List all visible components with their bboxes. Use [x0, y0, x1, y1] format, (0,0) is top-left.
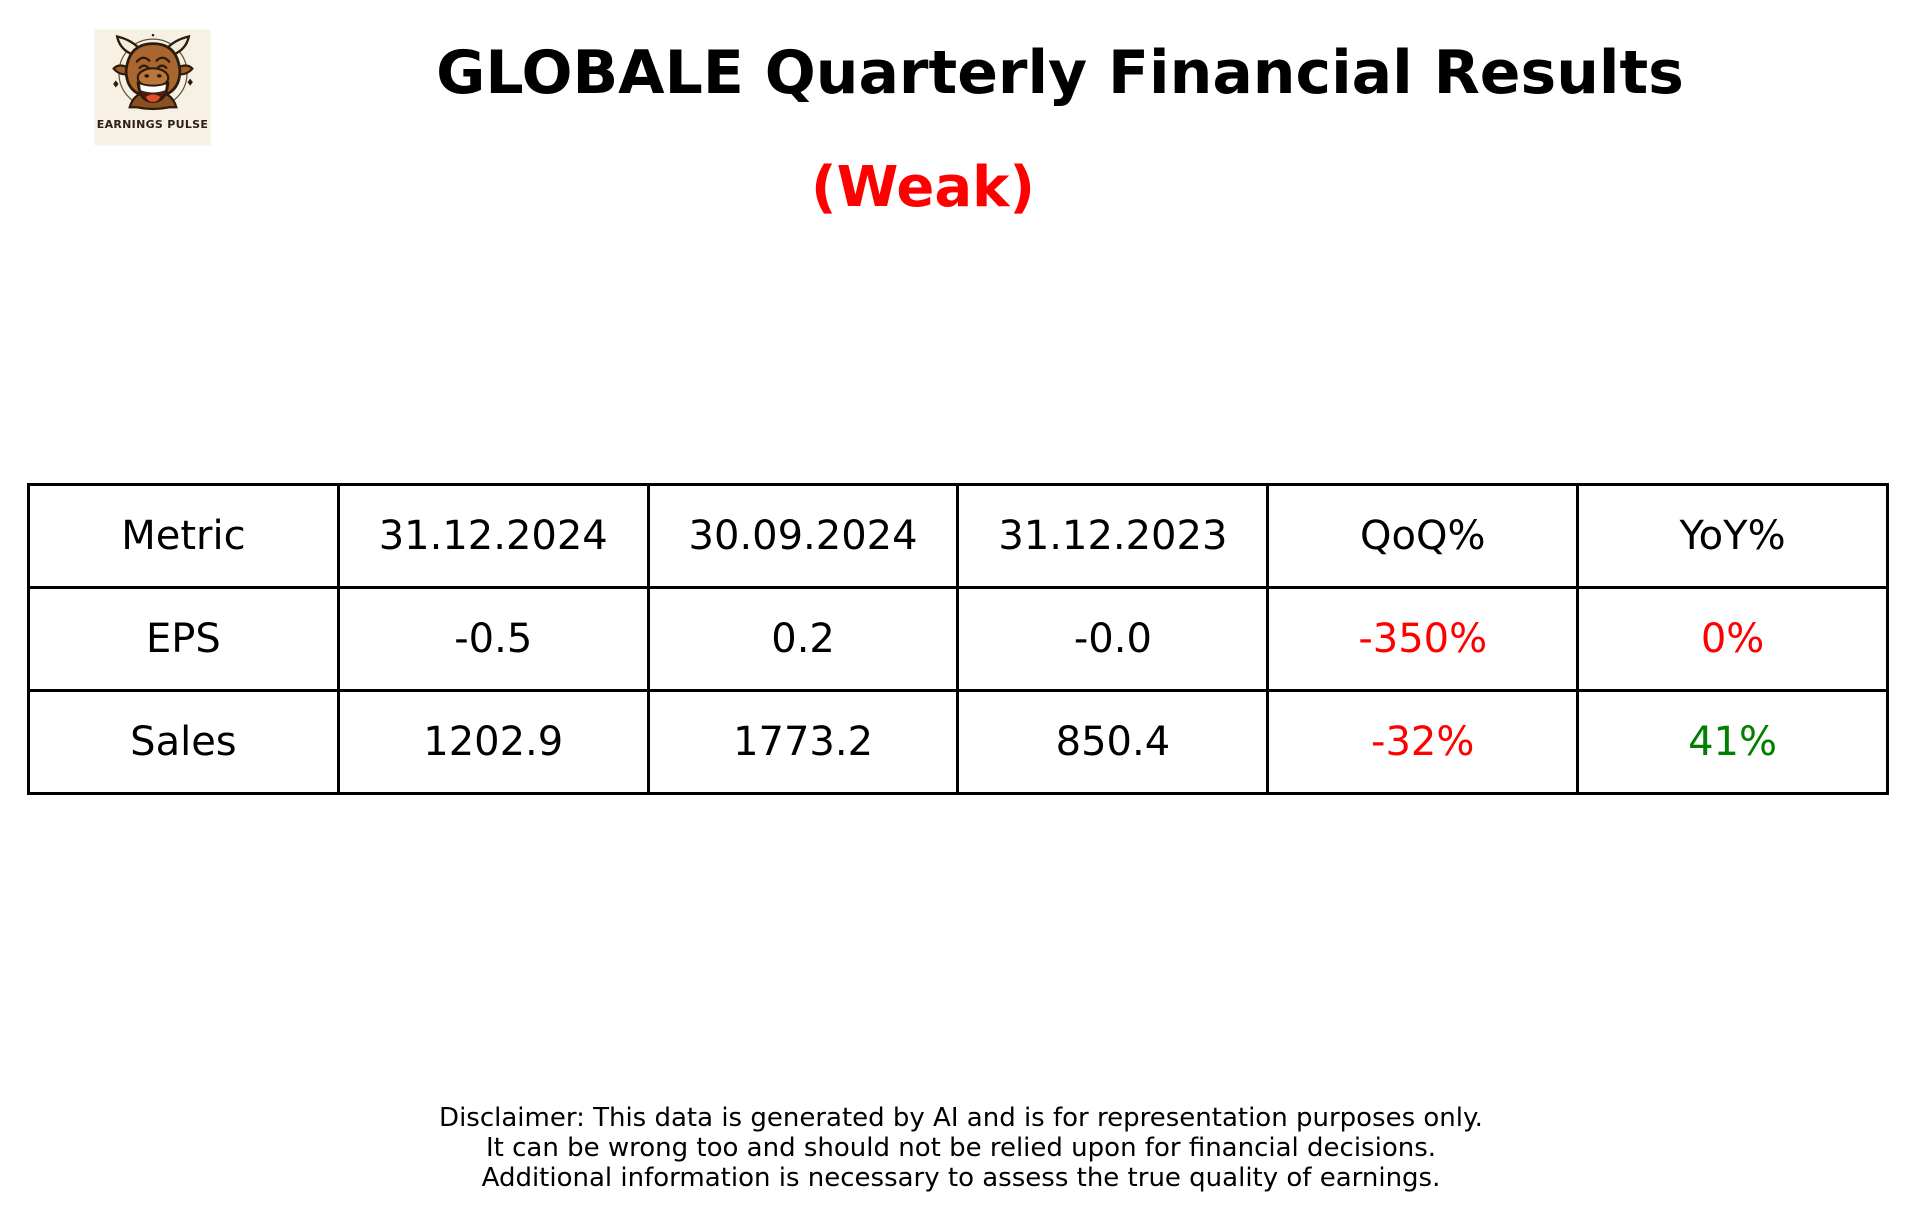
value-cell: 850.4	[956, 689, 1270, 795]
yoy-cell: 41%	[1576, 689, 1889, 795]
brand-name: EARNINGS PULSE	[96, 118, 209, 131]
metric-cell: EPS	[27, 586, 340, 692]
qoq-cell: -350%	[1266, 586, 1580, 692]
sentiment-verdict: (Weak)	[811, 155, 1035, 220]
column-header-qoq: QoQ%	[1266, 483, 1580, 589]
column-header-yearago: 31.12.2023	[956, 483, 1270, 589]
disclaimer-line: It can be wrong too and should not be re…	[485, 1133, 1437, 1163]
disclaimer: Disclaimer: This data is generated by AI…	[439, 1103, 1483, 1193]
column-header-previous: 30.09.2024	[646, 483, 960, 589]
column-header-current: 31.12.2024	[336, 483, 650, 589]
table-row-eps: EPS -0.5 0.2 -0.0 -350% 0%	[27, 586, 1889, 692]
qoq-cell: -32%	[1266, 689, 1580, 795]
value-cell: 1773.2	[646, 689, 960, 795]
page-title: GLOBALE Quarterly Financial Results	[436, 38, 1684, 108]
value-cell: 0.2	[646, 586, 960, 692]
metric-cell: Sales	[27, 689, 340, 795]
value-cell: 1202.9	[336, 689, 650, 795]
financials-table: Metric 31.12.2024 30.09.2024 31.12.2023 …	[27, 483, 1889, 795]
table-row-sales: Sales 1202.9 1773.2 850.4 -32% 41%	[27, 689, 1889, 795]
column-header-metric: Metric	[27, 483, 340, 589]
disclaimer-line: Additional information is necessary to a…	[481, 1163, 1441, 1193]
value-cell: -0.0	[956, 586, 1270, 692]
brand-logo: EARNINGS PULSE	[95, 30, 210, 145]
value-cell: -0.5	[336, 586, 650, 692]
table-header-row: Metric 31.12.2024 30.09.2024 31.12.2023 …	[27, 483, 1889, 589]
yoy-cell: 0%	[1576, 586, 1889, 692]
column-header-yoy: YoY%	[1576, 483, 1889, 589]
laughing-bull-icon	[108, 30, 198, 122]
disclaimer-line: Disclaimer: This data is generated by AI…	[439, 1103, 1483, 1133]
